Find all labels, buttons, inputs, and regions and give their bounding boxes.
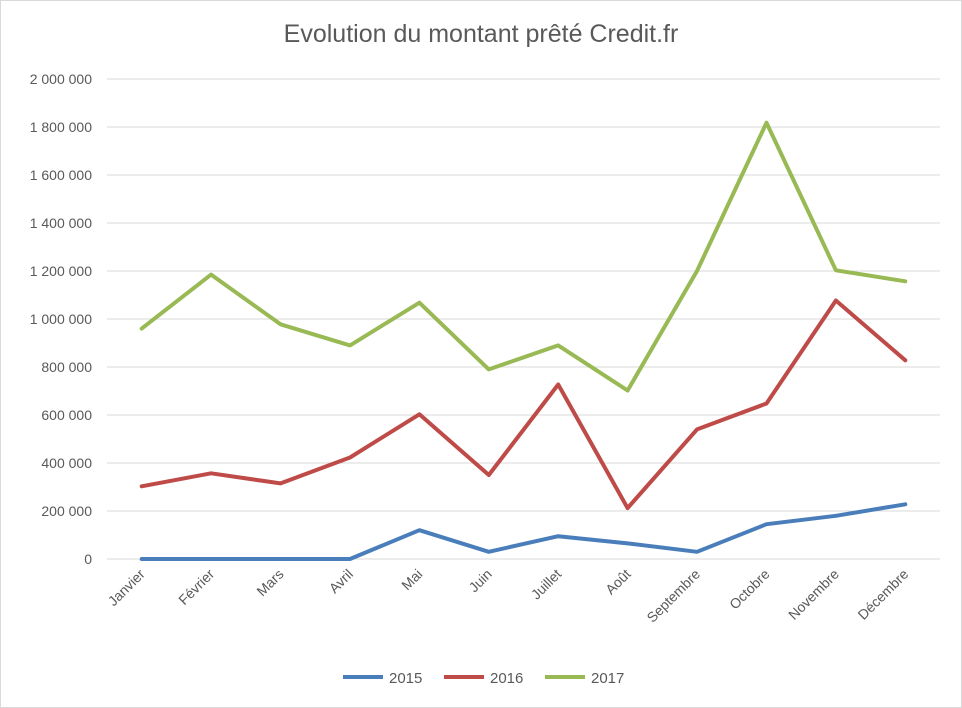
x-tick-label: Juillet — [528, 566, 565, 603]
x-tick-label: Novembre — [785, 566, 842, 623]
legend-label: 2015 — [389, 670, 422, 687]
x-tick-label: Septembre — [643, 566, 703, 626]
x-axis-ticks: Janvier Février Mars Avril Mai Juin Juillet Aoû… — [105, 566, 912, 626]
y-tick-label: 0 — [84, 551, 92, 567]
gridlines — [107, 78, 940, 560]
y-tick-label: 1 200 000 — [30, 263, 92, 279]
y-tick-label: 1 400 000 — [30, 215, 92, 231]
y-tick-label: 1 800 000 — [30, 119, 92, 135]
y-tick-label: 1 000 000 — [30, 311, 92, 327]
x-tick-label: Décembre — [854, 566, 911, 623]
chart-title: Evolution du montant prêté Credit.fr — [283, 20, 679, 48]
x-tick-label: Mai — [398, 566, 425, 593]
x-tick-label: Février — [175, 566, 217, 608]
series-lines — [139, 120, 908, 561]
x-tick-label: Juin — [465, 566, 494, 595]
y-tick-label: 800 000 — [41, 359, 92, 375]
y-tick-label: 1 600 000 — [30, 167, 92, 183]
x-tick-label: Octobre — [726, 566, 773, 613]
y-tick-label: 2 000 000 — [30, 71, 92, 87]
series-line-2016 — [139, 298, 908, 511]
y-tick-label: 200 000 — [41, 503, 92, 519]
legend-label: 2017 — [591, 670, 624, 687]
x-tick-label: Mars — [253, 566, 286, 599]
x-tick-label: Août — [602, 566, 634, 598]
series-line-2017 — [139, 120, 908, 393]
y-tick-label: 600 000 — [41, 407, 92, 423]
legend-label: 2016 — [490, 670, 523, 687]
y-tick-label: 400 000 — [41, 455, 92, 471]
legend: 2015 2016 2017 — [343, 670, 624, 687]
x-tick-label: Avril — [326, 566, 356, 596]
x-tick-label: Janvier — [105, 566, 148, 609]
y-axis-ticks: 0 200 000 400 000 600 000 800 000 1 000 000 1 … — [30, 71, 93, 567]
series-line-2015 — [139, 502, 908, 561]
